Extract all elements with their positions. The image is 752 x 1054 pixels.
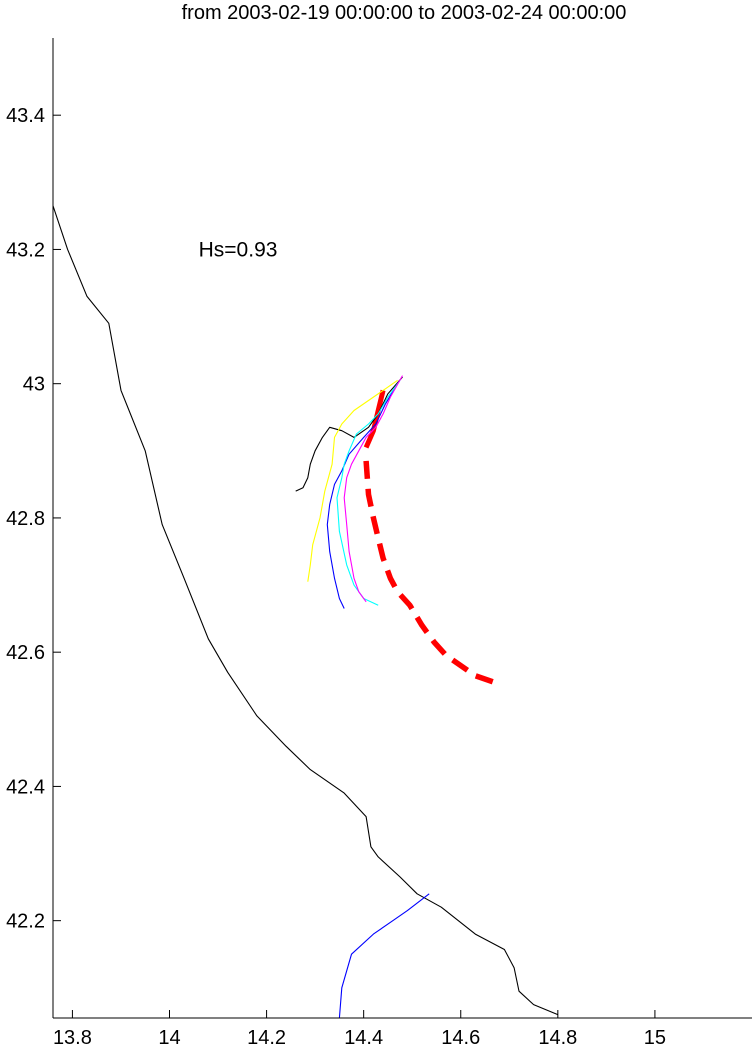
coastline-line xyxy=(53,205,559,1016)
annotation-layer: Hs=0.93 xyxy=(199,238,278,261)
cyan-track-line xyxy=(336,379,401,606)
x-tick-label: 14 xyxy=(158,1027,180,1049)
magenta-track-line xyxy=(343,375,403,603)
black-track-line xyxy=(295,376,403,492)
x-tick-label: 14.6 xyxy=(441,1027,480,1049)
river-line xyxy=(338,893,430,1018)
yellow-track-line xyxy=(307,379,398,582)
annotation-label: Hs=0.93 xyxy=(199,238,278,261)
x-tick-label: 14.2 xyxy=(247,1027,286,1049)
y-tick-label: 42.2 xyxy=(6,911,45,933)
red-track-upper-line xyxy=(363,389,386,449)
x-tick-label: 13.8 xyxy=(53,1027,92,1049)
x-tick-label: 14.4 xyxy=(344,1027,383,1049)
blue-track-line xyxy=(326,383,399,609)
axes: 13.8 14 14.2 14.4 14.6 14.8 15 42.2 42.4 42.6 42.8… xyxy=(6,38,752,1049)
y-tick-label: 42.8 xyxy=(6,508,45,530)
x-tick-label: 15 xyxy=(644,1027,666,1049)
y-tick-label: 42.6 xyxy=(6,642,45,664)
red-track-line xyxy=(363,460,496,685)
chart-title: from 2003-02-19 00:00:00 to 2003-02-24 0… xyxy=(182,2,627,24)
series-layer xyxy=(53,205,559,1018)
x-tick-label: 14.8 xyxy=(538,1027,577,1049)
y-tick-label: 42.4 xyxy=(6,776,45,798)
y-tick-label: 43 xyxy=(23,374,45,396)
y-tick-label: 43.4 xyxy=(6,105,45,127)
y-tick-label: 43.2 xyxy=(6,239,45,261)
